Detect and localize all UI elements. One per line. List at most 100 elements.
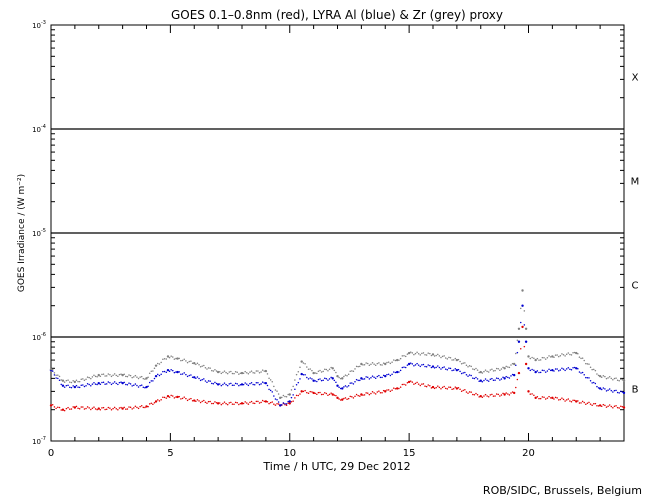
data-point (276, 403, 278, 405)
data-point (478, 396, 480, 398)
data-point (180, 359, 182, 362)
data-point (290, 401, 293, 403)
data-point (454, 357, 457, 360)
data-point (136, 376, 138, 378)
data-point (524, 362, 528, 366)
data-point (93, 406, 95, 408)
data-point (419, 354, 422, 356)
data-point (539, 371, 542, 374)
data-point (487, 396, 490, 398)
data-point (433, 367, 436, 369)
data-point (154, 400, 158, 403)
data-point (564, 355, 566, 357)
data-point (309, 368, 311, 370)
data-point (608, 388, 611, 390)
data-point (465, 391, 468, 393)
data-point (417, 364, 420, 366)
data-point (531, 356, 533, 359)
data-point (378, 390, 380, 392)
data-point (443, 366, 445, 368)
data-point (468, 374, 471, 376)
data-point (389, 390, 392, 392)
data-point (424, 385, 426, 387)
data-point (75, 405, 78, 408)
data-point (139, 384, 141, 387)
data-point (370, 363, 372, 365)
data-point (454, 367, 457, 370)
data-point (118, 407, 121, 409)
data-point (309, 377, 311, 379)
data-point (75, 384, 78, 387)
data-point (316, 372, 318, 375)
data-point (53, 374, 56, 376)
data-point (593, 381, 595, 384)
data-point (225, 402, 227, 405)
data-point (207, 400, 210, 403)
data-point (561, 353, 563, 355)
data-point (489, 378, 492, 380)
data-point (443, 355, 445, 357)
data-point (500, 378, 503, 380)
data-point (78, 380, 81, 383)
data-point (263, 400, 266, 403)
data-point (125, 375, 127, 378)
data-point (425, 385, 428, 388)
series-0 (49, 325, 626, 412)
data-point (176, 357, 179, 360)
data-point (394, 371, 397, 374)
data-point (101, 381, 103, 384)
data-point (281, 396, 283, 399)
data-point (407, 351, 411, 355)
data-point (299, 366, 301, 368)
data-point (357, 365, 359, 368)
data-point (110, 383, 113, 386)
data-point (446, 368, 449, 371)
data-point (438, 355, 441, 357)
data-point (446, 358, 449, 360)
data-point (330, 392, 332, 394)
data-point (91, 376, 94, 378)
data-point (80, 384, 82, 386)
data-point (572, 352, 574, 354)
data-point (427, 364, 429, 366)
data-point (594, 382, 597, 385)
data-point (365, 362, 367, 364)
data-point (137, 407, 140, 410)
data-point (222, 402, 224, 405)
data-point (544, 371, 547, 373)
data-point (212, 402, 215, 405)
data-point (309, 390, 311, 393)
data-point (491, 368, 493, 371)
data-point (222, 371, 224, 374)
data-point (591, 368, 593, 371)
data-point (199, 401, 202, 404)
series-2 (49, 289, 626, 400)
data-point (615, 377, 617, 379)
data-point (260, 371, 262, 373)
data-point (207, 380, 210, 382)
data-point (183, 372, 185, 374)
data-point (133, 407, 135, 409)
data-point (403, 355, 405, 357)
data-point (543, 396, 545, 399)
data-point (206, 402, 208, 404)
data-point (494, 379, 496, 381)
data-point (549, 369, 552, 372)
data-point (113, 406, 116, 409)
data-point (615, 404, 617, 407)
data-point (223, 401, 226, 403)
data-point (247, 384, 250, 387)
y-tick-label: 10-4 (32, 124, 46, 134)
data-point (507, 393, 509, 395)
data-point (616, 379, 619, 381)
data-point (53, 406, 56, 408)
data-point (206, 381, 208, 383)
data-point (527, 390, 530, 393)
data-point (411, 352, 414, 354)
data-point (588, 401, 590, 404)
data-point (105, 375, 108, 377)
data-point (188, 398, 190, 400)
data-point (414, 382, 417, 385)
data-point (125, 383, 127, 386)
data-point (541, 396, 544, 398)
